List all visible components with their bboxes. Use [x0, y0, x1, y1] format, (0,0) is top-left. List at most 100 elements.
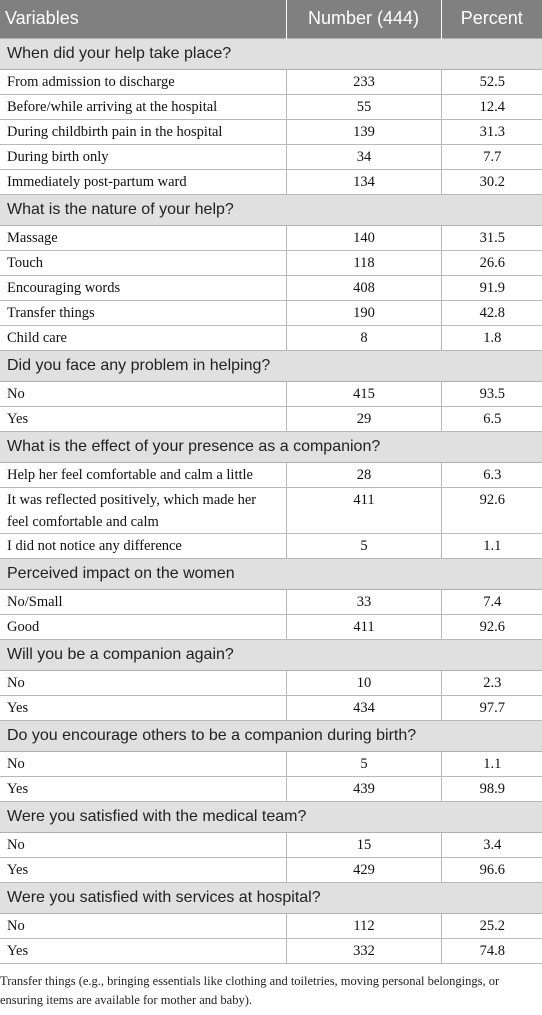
section-header-row: What is the effect of your presence as a…: [0, 430, 542, 463]
row-label: Yes: [0, 695, 287, 721]
row-label: Massage: [0, 225, 287, 251]
table-row: No 10 2.3: [0, 670, 542, 696]
row-label: Yes: [0, 938, 287, 964]
table-row: No 415 93.5: [0, 381, 542, 407]
table-row: From admission to discharge 233 52.5: [0, 69, 542, 95]
table-row: Transfer things 190 42.8: [0, 300, 542, 326]
section-title: Will you be a companion again?: [0, 638, 542, 671]
section-header-row: Will you be a companion again?: [0, 638, 542, 671]
row-label: No: [0, 832, 287, 858]
row-number: 190: [286, 300, 442, 326]
section-title: Do you encourage others to be a companio…: [0, 719, 542, 752]
row-number: 233: [286, 69, 442, 95]
row-label: Transfer things: [0, 300, 287, 326]
section-title: Perceived impact on the women: [0, 557, 542, 590]
row-number: 28: [286, 462, 442, 488]
row-number: 34: [286, 144, 442, 170]
row-percent: 7.7: [441, 144, 542, 170]
row-percent: 25.2: [441, 913, 542, 939]
row-number: 15: [286, 832, 442, 858]
row-number: 8: [286, 325, 442, 351]
table-row: Yes 29 6.5: [0, 406, 542, 432]
table-row: It was reflected positively, which made …: [0, 487, 542, 534]
section-header-row: What is the nature of your help?: [0, 193, 542, 226]
row-label: Encouraging words: [0, 275, 287, 301]
section-header-row: Did you face any problem in helping?: [0, 349, 542, 382]
table-row: No/Small 33 7.4: [0, 589, 542, 615]
row-percent: 74.8: [441, 938, 542, 964]
row-label: No: [0, 670, 287, 696]
data-table-container: Variables Number (444) Percent When did …: [0, 0, 542, 964]
row-label: Good: [0, 614, 287, 640]
table-row: I did not notice any difference 5 1.1: [0, 533, 542, 559]
row-percent: 92.6: [441, 614, 542, 640]
table-row: Yes 434 97.7: [0, 695, 542, 721]
section-title: Were you satisfied with the medical team…: [0, 800, 542, 833]
row-label: During childbirth pain in the hospital: [0, 119, 287, 145]
table-row: During birth only 34 7.7: [0, 144, 542, 170]
row-number: 139: [286, 119, 442, 145]
row-number: 332: [286, 938, 442, 964]
table-row: No 5 1.1: [0, 751, 542, 777]
row-percent: 42.8: [441, 300, 542, 326]
row-label: Help her feel comfortable and calm a lit…: [0, 462, 287, 488]
row-percent: 98.9: [441, 776, 542, 802]
table-row: Massage 140 31.5: [0, 225, 542, 251]
section-title: When did your help take place?: [0, 37, 542, 70]
row-percent: 1.1: [441, 533, 542, 559]
table-row: Encouraging words 408 91.9: [0, 275, 542, 301]
row-percent: 91.9: [441, 275, 542, 301]
row-percent: 30.2: [441, 169, 542, 195]
row-percent: 3.4: [441, 832, 542, 858]
table-row: No 112 25.2: [0, 913, 542, 939]
row-number: 411: [286, 487, 442, 534]
row-label: No: [0, 751, 287, 777]
row-number: 134: [286, 169, 442, 195]
section-header-row: Do you encourage others to be a companio…: [0, 719, 542, 752]
row-number: 55: [286, 94, 442, 120]
table-row: Help her feel comfortable and calm a lit…: [0, 462, 542, 488]
table-row: Child care 8 1.8: [0, 325, 542, 351]
row-percent: 1.8: [441, 325, 542, 351]
row-label: Yes: [0, 776, 287, 802]
table-row: No 15 3.4: [0, 832, 542, 858]
row-number: 118: [286, 250, 442, 276]
row-label: Before/while arriving at the hospital: [0, 94, 287, 120]
header-percent: Percent: [441, 0, 542, 38]
section-header-row: Were you satisfied with services at hosp…: [0, 881, 542, 914]
header-number: Number (444): [286, 0, 442, 38]
section-title: Did you face any problem in helping?: [0, 349, 542, 382]
section-header-row: Were you satisfied with the medical team…: [0, 800, 542, 833]
table-row: During childbirth pain in the hospital 13…: [0, 119, 542, 145]
row-percent: 1.1: [441, 751, 542, 777]
row-label: No/Small: [0, 589, 287, 615]
table-body: When did your help take place? From admis…: [0, 37, 542, 964]
row-percent: 6.5: [441, 406, 542, 432]
row-percent: 93.5: [441, 381, 542, 407]
row-percent: 31.3: [441, 119, 542, 145]
row-label: Yes: [0, 857, 287, 883]
row-number: 10: [286, 670, 442, 696]
table-row: Immediately post-partum ward 134 30.2: [0, 169, 542, 195]
row-number: 29: [286, 406, 442, 432]
section-title: What is the nature of your help?: [0, 193, 542, 226]
survey-results-table: Variables Number (444) Percent When did …: [0, 0, 542, 964]
header-variables: Variables: [0, 0, 287, 38]
row-percent: 2.3: [441, 670, 542, 696]
table-header-row: Variables Number (444) Percent: [0, 0, 542, 38]
row-number: 5: [286, 751, 442, 777]
row-number: 415: [286, 381, 442, 407]
row-label: From admission to discharge: [0, 69, 287, 95]
row-label: Yes: [0, 406, 287, 432]
row-number: 434: [286, 695, 442, 721]
table-row: Yes 332 74.8: [0, 938, 542, 964]
row-percent: 26.6: [441, 250, 542, 276]
row-label: During birth only: [0, 144, 287, 170]
section-title: What is the effect of your presence as a…: [0, 430, 542, 463]
row-label: Immediately post-partum ward: [0, 169, 287, 195]
row-number: 33: [286, 589, 442, 615]
section-header-row: When did your help take place?: [0, 37, 542, 70]
row-percent: 96.6: [441, 857, 542, 883]
table-row: Before/while arriving at the hospital 55 1…: [0, 94, 542, 120]
row-percent: 12.4: [441, 94, 542, 120]
